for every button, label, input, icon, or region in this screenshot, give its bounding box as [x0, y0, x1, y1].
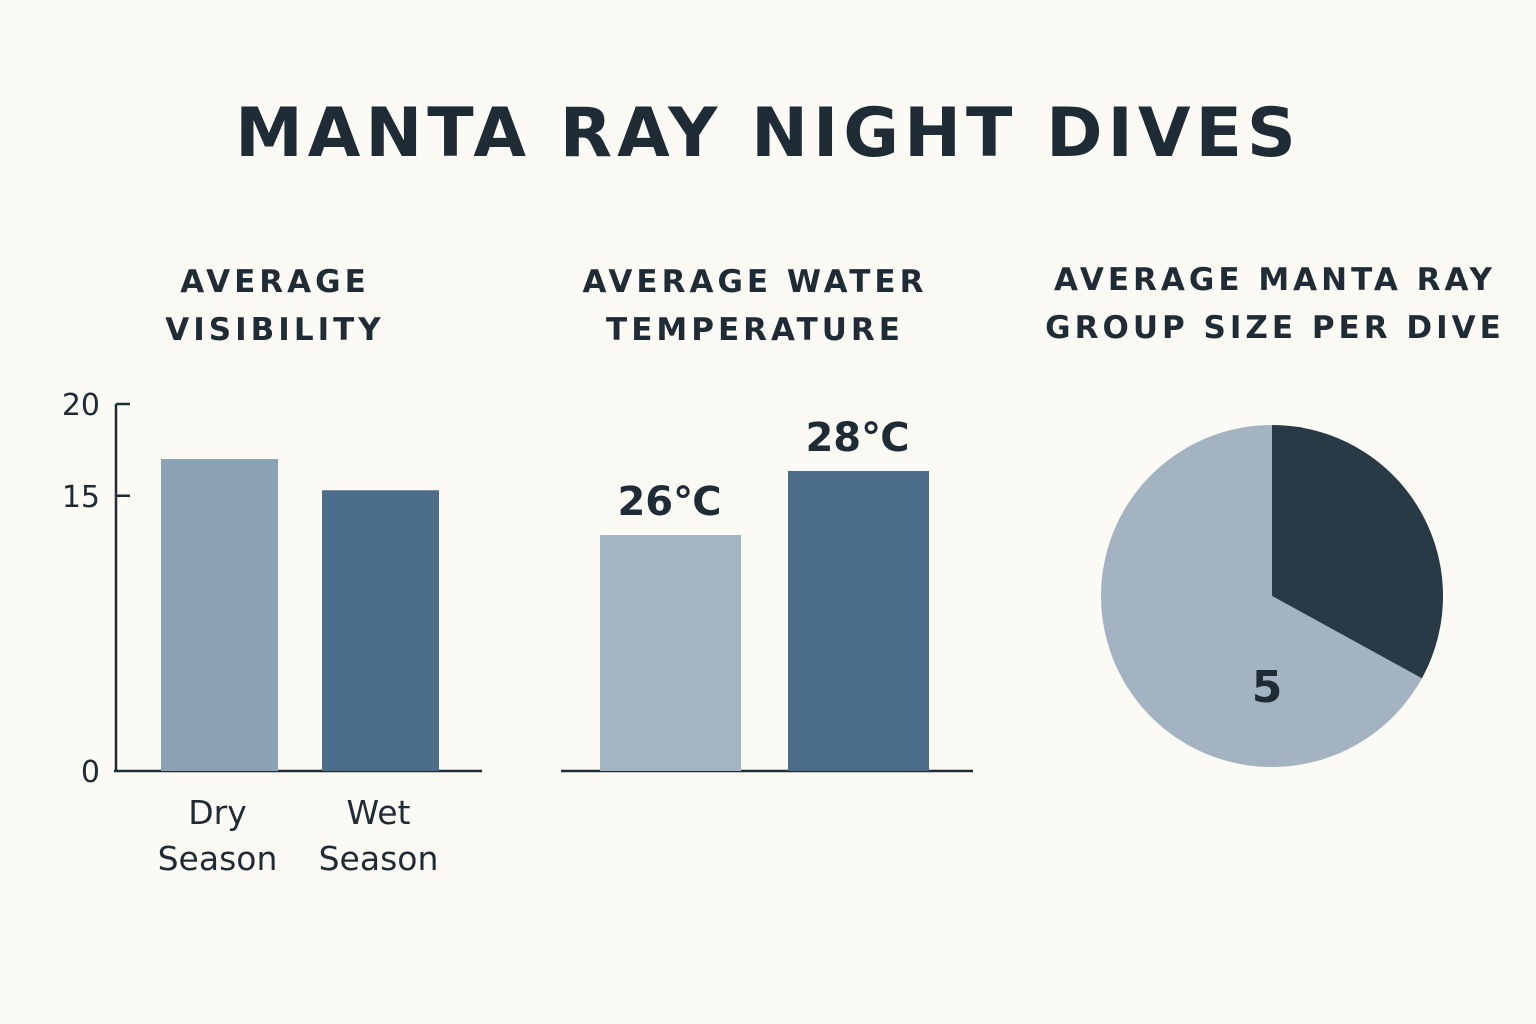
- pie-slice: [1101, 425, 1422, 768]
- page-title: MANTA RAY NIGHT DIVES: [235, 94, 1301, 173]
- visibility-chart-title: AVERAGE VISIBILITY: [100, 258, 450, 354]
- visibility-bar: [161, 459, 278, 771]
- temperature-chart-title: AVERAGE WATER TEMPERATURE: [540, 258, 970, 354]
- visibility-category-label: Season: [158, 839, 278, 878]
- visibility-bar: [322, 490, 439, 771]
- temperature-title-line-1: AVERAGE WATER: [582, 264, 928, 300]
- group-size-title-line-1: AVERAGE MANTA RAY: [1054, 262, 1496, 298]
- visibility-category-label: Wet: [347, 793, 411, 832]
- temperature-data-label: 28℃: [805, 415, 909, 461]
- group-size-title-line-2: GROUP SIZE PER DIVE: [1045, 310, 1505, 346]
- temperature-title-line-2: TEMPERATURE: [606, 312, 904, 348]
- group-size-chart: 5: [1101, 425, 1443, 768]
- visibility-y-tick-label: 15: [62, 480, 100, 515]
- group-size-chart-title: AVERAGE MANTA RAY GROUP SIZE PER DIVE: [1030, 256, 1520, 352]
- visibility-category-label: Season: [319, 839, 439, 878]
- visibility-category-label: Dry: [188, 793, 247, 832]
- pie-slice: [1272, 425, 1443, 679]
- pie-center-label: 5: [1252, 662, 1283, 713]
- temperature-chart: 26℃ 28℃: [561, 415, 973, 773]
- temperature-bar: [600, 535, 741, 771]
- temperature-bar: [788, 471, 929, 771]
- visibility-title-line-2: VISIBILITY: [165, 312, 385, 348]
- temperature-data-label: 26℃: [617, 479, 721, 525]
- visibility-chart: 0 15 20 Dry Season Wet Season: [62, 388, 482, 878]
- visibility-title-line-1: AVERAGE: [180, 264, 370, 300]
- visibility-y-tick-label: 20: [62, 388, 100, 423]
- visibility-y-tick-label: 0: [81, 755, 100, 790]
